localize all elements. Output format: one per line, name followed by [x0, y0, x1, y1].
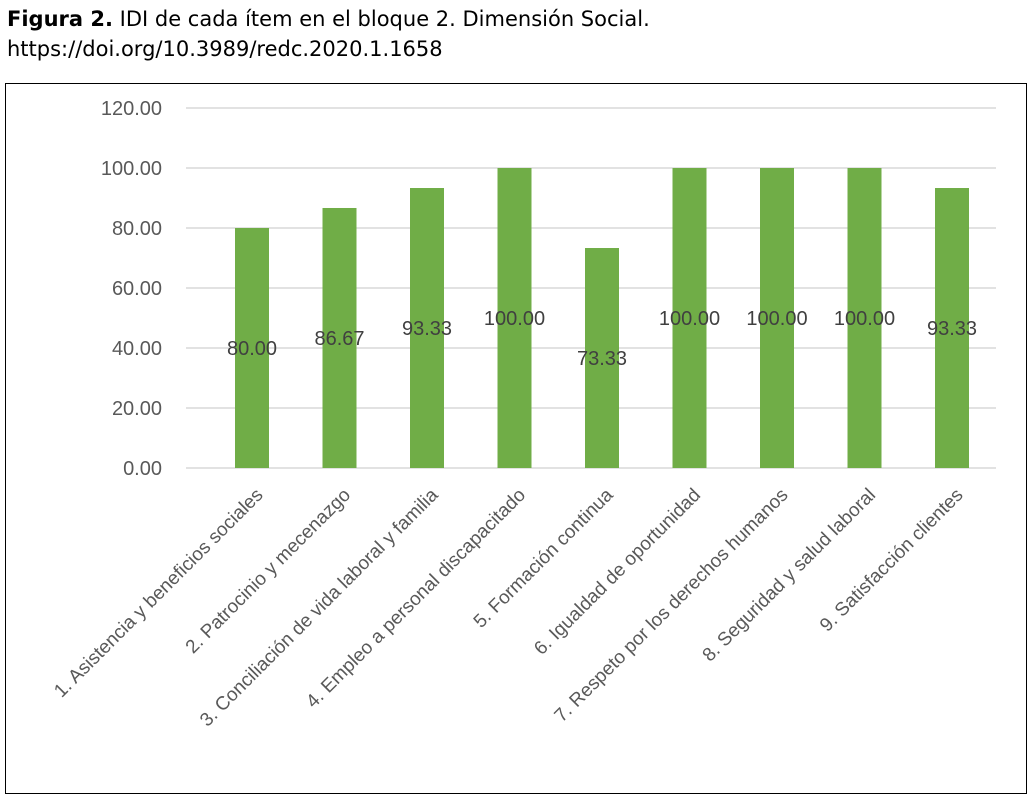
y-tick-label: 0.00: [123, 458, 162, 480]
bar: [322, 207, 357, 468]
bar: [410, 188, 444, 468]
data-label: 93.33: [402, 318, 452, 340]
data-label: 80.00: [227, 338, 277, 360]
y-tick-label: 100.00: [101, 158, 162, 180]
data-label: 73.33: [577, 348, 627, 370]
y-tick-label: 40.00: [112, 338, 162, 360]
data-label: 100.00: [659, 308, 720, 330]
caption-text: IDI de cada ítem en el bloque 2. Dimensi…: [112, 7, 650, 31]
bar: [760, 168, 794, 468]
bar: [585, 248, 619, 468]
bar: [935, 188, 969, 468]
bar: [235, 228, 269, 468]
bar-chart: 0.00 20.00 40.00 60.00 80.00 100.00 120.00 80.0…: [50, 98, 996, 731]
bar: [497, 168, 532, 468]
data-label: 100.00: [484, 308, 545, 330]
x-tick-label: 2. Patrocinio y mecenazgo: [182, 485, 355, 658]
data-label: 100.00: [746, 308, 807, 330]
figure-number: Figura 2.: [7, 7, 113, 31]
chart-frame: 0.00 20.00 40.00 60.00 80.00 100.00 120.00 80.0…: [5, 83, 1027, 794]
caption-line-1: Figura 2. IDI de cada ítem en el bloque …: [7, 4, 1027, 34]
x-tick-label: 8. Seguridad y salud laboral: [699, 485, 880, 666]
y-tick-label: 20.00: [112, 398, 162, 420]
data-label: 86.67: [314, 328, 364, 350]
data-label: 93.33: [927, 318, 977, 340]
y-tick-label: 80.00: [112, 218, 162, 240]
y-tick-label: 60.00: [112, 278, 162, 300]
figure-caption: Figura 2. IDI de cada ítem en el bloque …: [7, 4, 1027, 64]
y-tick-label: 120.00: [101, 98, 162, 120]
x-tick-label: 6. Igualdad de oportunidad: [530, 485, 705, 660]
caption-doi: https://doi.org/10.3989/redc.2020.1.1658: [7, 37, 443, 61]
data-label: 100.00: [834, 308, 895, 330]
bar: [672, 168, 707, 468]
bar: [847, 168, 882, 468]
x-tick-label: 9. Satisfacción clientes: [816, 485, 968, 637]
